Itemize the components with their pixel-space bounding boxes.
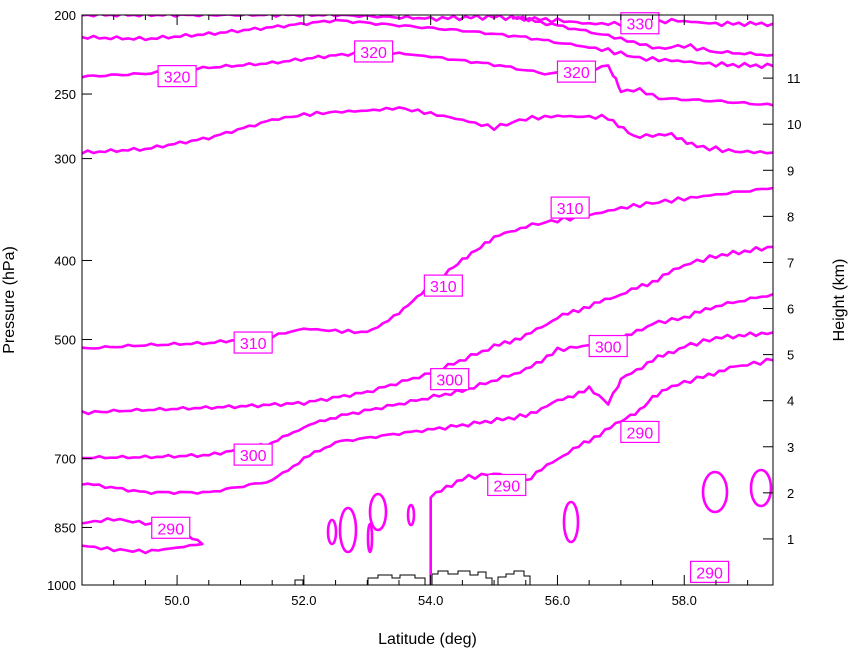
contour-label-box [550, 196, 590, 219]
contour-label-box [233, 331, 273, 354]
right-tick-label: 1 [787, 532, 794, 547]
contour-label: 300 [588, 334, 628, 358]
contour-label-box [620, 420, 660, 444]
contour-label: 290 [690, 560, 730, 583]
contour-label-box [487, 473, 527, 497]
contour-lines [82, 15, 773, 585]
right-tick-label: 5 [787, 348, 794, 363]
contour-cell [366, 522, 374, 554]
contour-290 [82, 331, 773, 496]
right-tick-label: 3 [787, 440, 794, 455]
y-tick-label: 1000 [47, 578, 76, 593]
contour-label-text: 330 [627, 17, 654, 34]
contour-label-box [151, 516, 191, 539]
contour-label-text: 320 [563, 65, 590, 82]
y-tick-label: 250 [54, 87, 76, 102]
contour-label-text: 310 [557, 201, 584, 218]
contour-label-text: 290 [493, 478, 520, 495]
right-tick-label: 2 [787, 486, 794, 501]
contour-label-text: 310 [240, 336, 267, 353]
contour-cell [701, 470, 729, 514]
contour-cell [562, 500, 580, 544]
contour-label-box [690, 560, 730, 583]
contour-290 [429, 357, 773, 585]
terrain-line [294, 570, 531, 585]
contour-label-box [556, 60, 597, 83]
contour-label-text: 320 [164, 70, 191, 87]
contour-label-text: 300 [595, 340, 622, 357]
y-tick-label: 700 [54, 452, 76, 467]
right-tick-label: 10 [787, 117, 801, 132]
x-tick-label: 50.0 [164, 593, 189, 608]
right-tick-label: 6 [787, 302, 794, 317]
y-tick-label: 200 [54, 8, 76, 23]
y-tick-label: 300 [54, 152, 76, 167]
contour-label: 330 [620, 12, 660, 35]
contour-label: 320 [157, 65, 197, 88]
contour-label-text: 300 [436, 373, 463, 390]
right-tick-label: 9 [787, 163, 794, 178]
contour-label-box [620, 12, 660, 35]
right-tick-label: 4 [787, 394, 794, 409]
contour-label-text: 310 [430, 279, 457, 296]
contour-label-box [588, 334, 628, 358]
contour-label-text: 290 [696, 565, 723, 582]
contour-label: 290 [487, 473, 527, 497]
right-tick-label: 8 [787, 209, 794, 224]
contour-label: 320 [354, 40, 394, 63]
y-tick-label: 500 [54, 333, 76, 348]
contour-300 [82, 292, 773, 460]
contour-cell [749, 468, 773, 508]
terrain-outline [294, 570, 531, 585]
contour-320 [82, 49, 773, 107]
contour-label: 310 [550, 196, 590, 219]
contour-label-box [430, 368, 470, 391]
contour-label-box [233, 443, 273, 466]
y-tick-label: 850 [54, 520, 76, 535]
x-tick-label: 58.0 [672, 593, 697, 608]
contour-cell [338, 506, 358, 554]
axes: 50.0 52.0 54.0 56.0 58.0 1000 850 700 500 400 300 2… [47, 8, 801, 608]
right-tick-label: 7 [787, 255, 794, 270]
y-axis-title: Pressure (hPa) [1, 246, 18, 354]
contour-label-box [157, 65, 197, 88]
contour-cell [326, 518, 338, 546]
contour-310 [82, 106, 773, 155]
contour-label-box [423, 274, 463, 297]
contour-label: 300 [430, 368, 470, 391]
contour-label-box [354, 40, 394, 63]
x-tick-label: 56.0 [545, 593, 570, 608]
contour-320 [82, 18, 773, 70]
contour-label-text: 290 [157, 521, 184, 538]
contour-label: 290 [151, 516, 191, 539]
contour-cell [406, 503, 416, 527]
x-axis-title: Latitude (deg) [378, 631, 477, 648]
contour-label-text: 290 [627, 425, 654, 442]
right-tick-label: 11 [787, 71, 801, 86]
contour-label: 300 [233, 443, 273, 466]
contour-label: 320 [556, 60, 597, 83]
contour-label: 310 [233, 331, 273, 354]
contour-label-text: 320 [360, 45, 387, 62]
contour-330 [511, 16, 773, 57]
contour-labels: 330 320 320 320 310 310 310 300 300 300 290 290 290 2… [151, 12, 730, 583]
contour-label: 290 [620, 420, 660, 444]
contour-label: 310 [423, 274, 463, 297]
x-tick-label: 52.0 [291, 593, 316, 608]
contour-290 [82, 517, 204, 555]
contour-label-text: 300 [240, 448, 267, 465]
y-tick-label: 400 [54, 253, 76, 268]
plot-frame [81, 14, 774, 586]
right-axis-title: Height (km) [831, 259, 848, 342]
contour-cell [368, 492, 388, 532]
x-tick-label: 54.0 [418, 593, 443, 608]
